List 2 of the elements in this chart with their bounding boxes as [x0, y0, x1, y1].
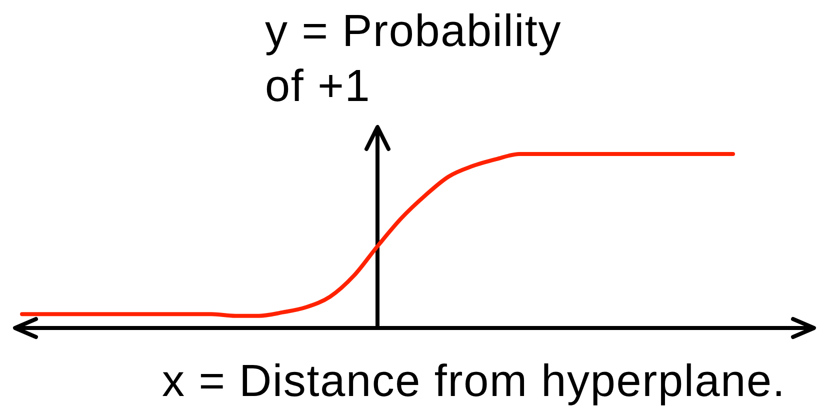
x-axis-title: x = Distance from hyperplane. [162, 355, 786, 407]
y-axis-title: y = Probability of +1 [265, 4, 563, 113]
